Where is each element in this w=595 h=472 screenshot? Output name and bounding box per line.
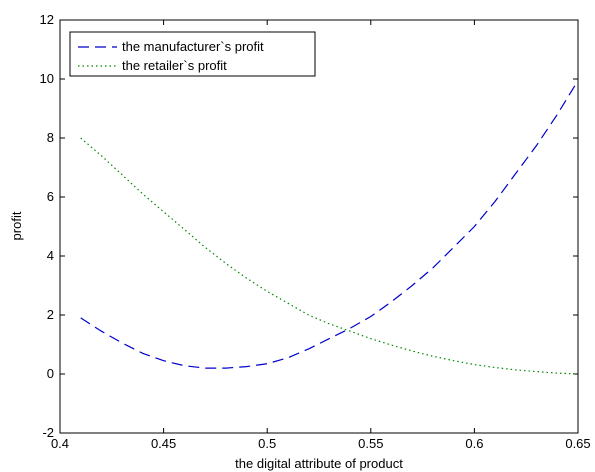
y-tick-label: 8	[47, 130, 54, 145]
x-axis-label: the digital attribute of product	[235, 456, 403, 471]
series-layer	[80, 80, 579, 375]
legend-box	[69, 31, 316, 77]
y-axis-label: profit	[9, 211, 24, 240]
x-tick-label: 0.55	[358, 436, 383, 451]
legend-retailer-label: the retailer`s profit	[122, 58, 227, 73]
legend: the manufacturer`s profit the retailer`s…	[69, 31, 316, 77]
y-tick-label: 12	[40, 12, 54, 27]
y-tick-label: 6	[47, 189, 54, 204]
legend-manufacturer-label: the manufacturer`s profit	[122, 39, 264, 54]
x-tick-label: 0.4	[51, 436, 69, 451]
x-tick-label: 0.5	[258, 436, 276, 451]
x-tick-label: 0.6	[465, 436, 483, 451]
y-tick-label: 0	[47, 366, 54, 381]
y-tick-label: 4	[47, 248, 54, 263]
plot-area	[59, 19, 579, 434]
x-tick-label: 0.65	[565, 436, 590, 451]
y-tick-label: -2	[42, 425, 54, 440]
y-tick-label: 2	[47, 307, 54, 322]
y-tick-label: 10	[40, 71, 54, 86]
axis-ticks: 0.4 0.45 0.5 0.55 0.6 0.65 -2 0 2 4 6 8 10 12	[40, 12, 591, 451]
x-tick-label: 0.45	[151, 436, 176, 451]
series-manufacturer-line	[80, 80, 579, 369]
